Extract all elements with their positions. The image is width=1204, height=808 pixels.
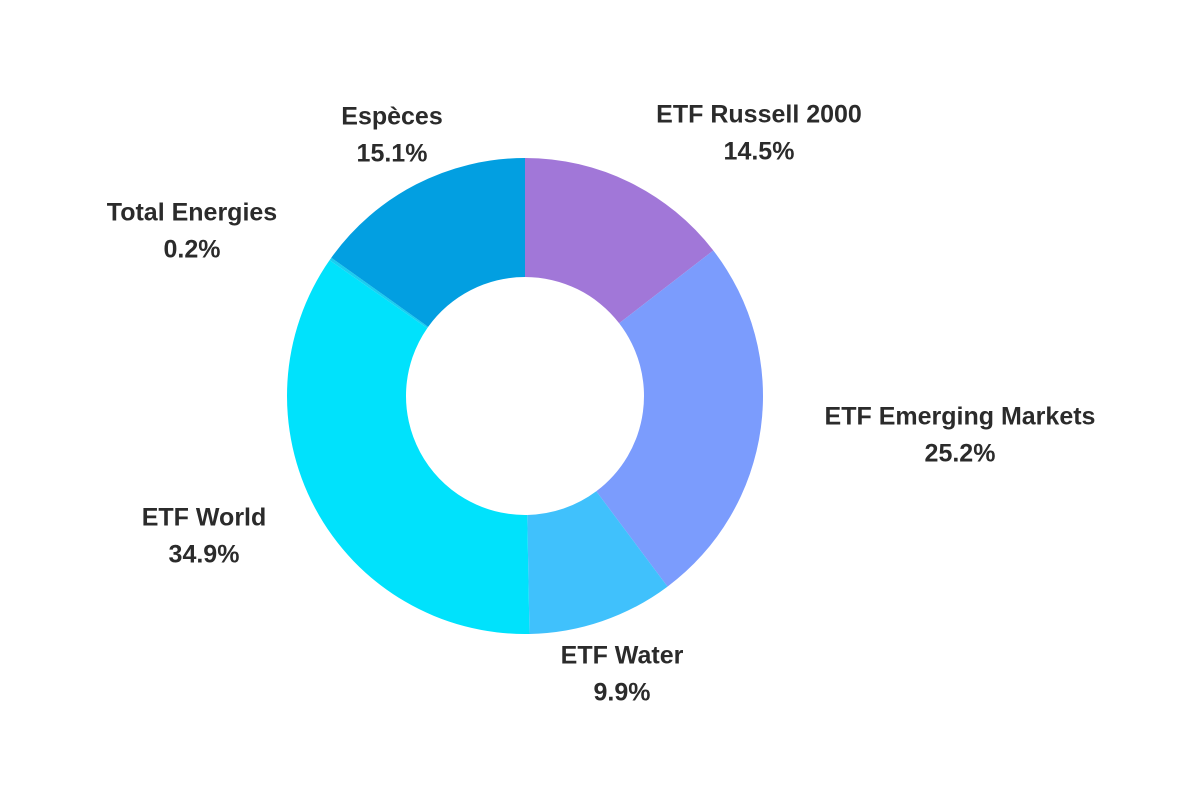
slice-especes[interactable] bbox=[331, 158, 525, 327]
slice-name: ETF World bbox=[142, 504, 267, 532]
slice-label-total-energies: Total Energies 0.2% bbox=[107, 199, 277, 264]
slice-etf-world[interactable] bbox=[287, 260, 530, 634]
slice-etf-water[interactable] bbox=[527, 491, 668, 634]
slice-name: Total Energies bbox=[107, 199, 277, 227]
slice-percent: 0.2% bbox=[164, 236, 221, 264]
slice-label-etf-russell-2000: ETF Russell 2000 14.5% bbox=[656, 101, 862, 166]
slice-name: Espèces bbox=[341, 103, 442, 131]
slice-label-etf-water: ETF Water 9.9% bbox=[561, 642, 684, 707]
slice-total-energies[interactable] bbox=[329, 257, 429, 329]
slice-percent: 34.9% bbox=[169, 541, 240, 569]
slice-percent: 15.1% bbox=[357, 140, 428, 168]
donut-slices bbox=[287, 158, 764, 634]
slice-label-etf-world: ETF World 34.9% bbox=[142, 504, 267, 569]
slice-labels: ETF Russell 2000 14.5% ETF Emerging Market… bbox=[107, 101, 1096, 707]
slice-label-etf-emerging-markets: ETF Emerging Markets 25.2% bbox=[825, 403, 1096, 468]
slice-percent: 14.5% bbox=[724, 138, 795, 166]
slice-name: ETF Water bbox=[561, 642, 684, 670]
slice-percent: 25.2% bbox=[925, 440, 996, 468]
slice-name: ETF Emerging Markets bbox=[825, 403, 1096, 431]
slice-label-especes: Espèces 15.1% bbox=[341, 103, 442, 168]
slice-name: ETF Russell 2000 bbox=[656, 101, 862, 129]
slice-etf-emerging-markets[interactable] bbox=[596, 250, 764, 587]
slice-etf-russell-2000[interactable] bbox=[525, 158, 714, 324]
slice-percent: 9.9% bbox=[594, 679, 651, 707]
